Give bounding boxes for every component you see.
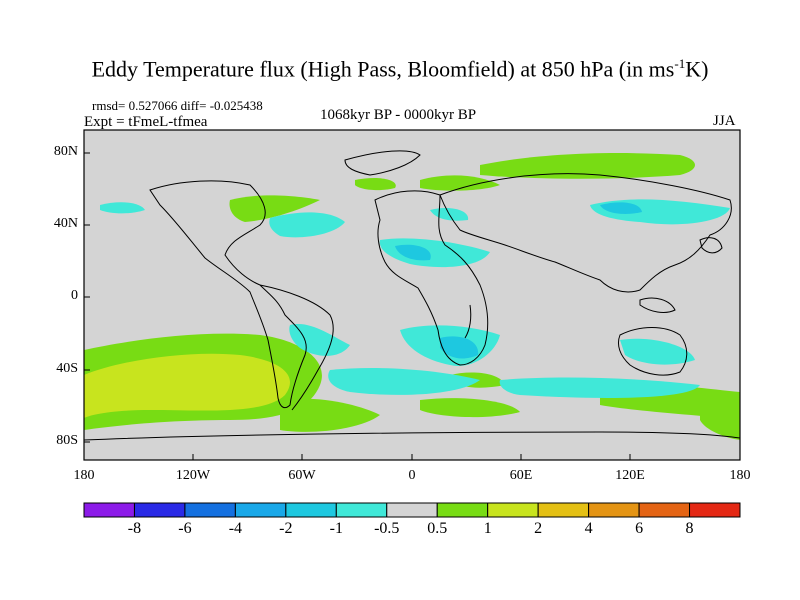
positive-patch-arctic	[480, 153, 695, 179]
colorbar-swatch	[689, 502, 741, 518]
colorbar-swatch	[386, 502, 438, 518]
negative-patch-north-atlantic	[269, 212, 345, 238]
colorbar-swatch	[588, 502, 640, 518]
colorbar-swatch	[638, 502, 691, 518]
colorbar-label: 4	[584, 520, 593, 537]
lat-label: 0	[71, 288, 78, 303]
season-label: JJA	[713, 113, 736, 129]
lat-label: 40N	[53, 216, 78, 231]
lon-label: 60E	[509, 468, 533, 483]
colorbar-swatch	[487, 502, 539, 518]
colorbar-label: -1	[329, 520, 343, 537]
colorbar-label: 8	[685, 520, 694, 537]
colorbar-label: -0.5	[374, 520, 400, 537]
period-label: 1068kyr BP - 0000kyr BP	[320, 107, 477, 123]
coastlines	[84, 150, 740, 441]
stats-line: rmsd= 0.527066 diff= -0.025438	[92, 98, 263, 113]
lon-label: 120W	[175, 468, 211, 483]
lon-label: 180	[729, 468, 751, 483]
lon-label: 60W	[288, 468, 316, 483]
colorbar-label: -4	[228, 520, 243, 537]
experiment-label: Expt = tFmeL-tfmea	[84, 114, 208, 130]
colorbar-label: -6	[178, 520, 192, 537]
colorbar-label: 2	[534, 520, 543, 537]
colorbar-label: -8	[127, 520, 142, 537]
colorbar	[83, 502, 741, 518]
colorbar-swatch	[537, 502, 590, 518]
colorbar-label: 6	[635, 520, 644, 537]
colorbar-label: -2	[279, 520, 293, 537]
colorbar-swatch	[234, 502, 287, 518]
lat-label: 80N	[53, 144, 78, 159]
strong-positive-patch-south-pacific	[84, 353, 290, 418]
flux-anomaly-patches	[84, 153, 740, 440]
lon-label: 180	[73, 468, 95, 483]
lat-label: 40S	[56, 361, 78, 376]
colorbar-swatch	[184, 502, 236, 518]
negative-patch-southern-belt	[328, 368, 480, 395]
colorbar-swatch	[133, 502, 186, 518]
lat-label: 80S	[56, 433, 78, 448]
colorbar-label: 0.5	[427, 520, 448, 537]
colorbar-swatch	[436, 502, 489, 518]
colorbar-swatch	[285, 502, 337, 518]
colorbar-label: 1	[483, 520, 492, 537]
chart-title: Eddy Temperature flux (High Pass, Bloomf…	[91, 56, 709, 82]
colorbar-swatch	[335, 502, 388, 518]
lon-label: 120E	[615, 468, 645, 483]
positive-patch-southern-ocean	[280, 398, 380, 432]
lon-label: 0	[408, 468, 416, 483]
colorbar-swatch	[83, 502, 135, 518]
